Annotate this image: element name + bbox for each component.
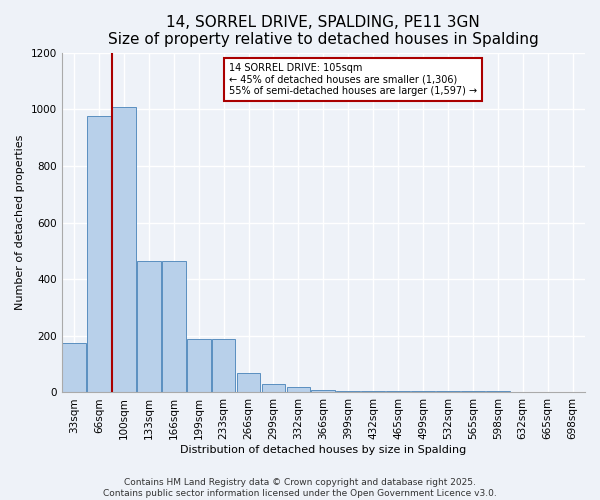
Y-axis label: Number of detached properties: Number of detached properties [15,135,25,310]
Bar [411,391,435,392]
Bar [137,261,161,392]
Bar [262,384,286,392]
Bar [361,391,385,392]
Bar [237,372,260,392]
Bar [62,343,86,392]
Bar [87,116,111,392]
Bar [486,391,509,392]
Bar [287,387,310,392]
Title: 14, SORREL DRIVE, SPALDING, PE11 3GN
Size of property relative to detached house: 14, SORREL DRIVE, SPALDING, PE11 3GN Siz… [108,15,539,48]
Bar [162,261,185,392]
Bar [212,338,235,392]
Bar [386,391,410,392]
Bar [436,391,460,392]
Text: 14 SORREL DRIVE: 105sqm
← 45% of detached houses are smaller (1,306)
55% of semi: 14 SORREL DRIVE: 105sqm ← 45% of detache… [229,63,477,96]
Bar [187,338,211,392]
Bar [112,106,136,393]
Bar [311,390,335,392]
X-axis label: Distribution of detached houses by size in Spalding: Distribution of detached houses by size … [180,445,466,455]
Bar [337,391,360,392]
Bar [461,391,485,392]
Text: Contains HM Land Registry data © Crown copyright and database right 2025.
Contai: Contains HM Land Registry data © Crown c… [103,478,497,498]
